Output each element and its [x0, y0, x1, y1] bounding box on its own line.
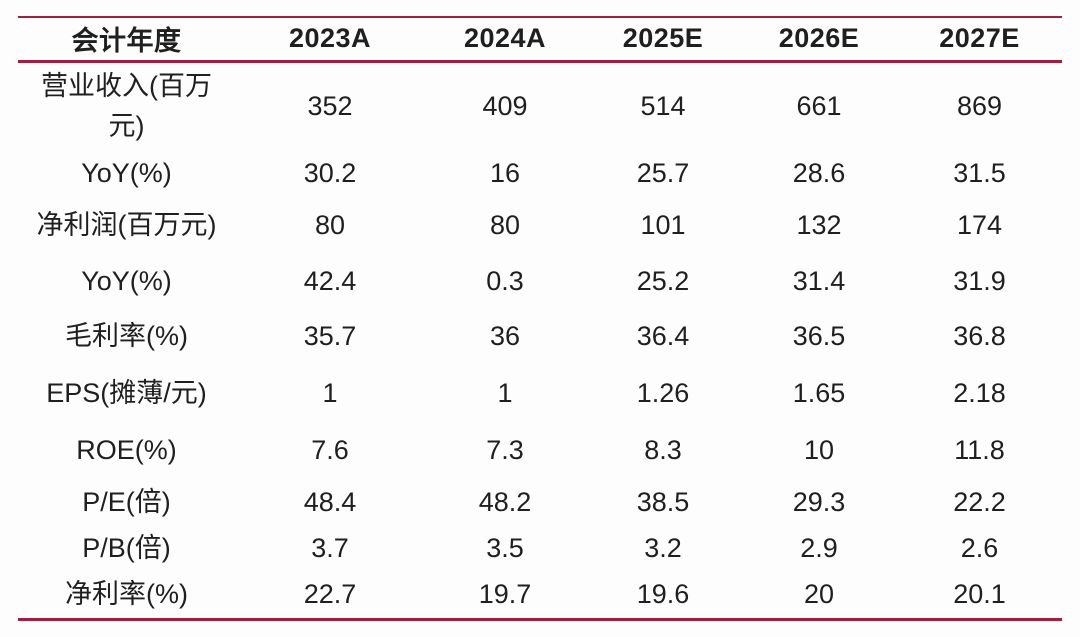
data-cell: 25.7 [636, 157, 690, 188]
data-cell: 1.65 [792, 377, 846, 408]
header-row: 会计年度 2023A 2024A 2025E 2026E 2027E [18, 17, 1062, 61]
header-cell-year: 2027E [939, 23, 1020, 54]
table-row: YoY(%) 30.2 16 25.7 28.6 31.5 [18, 149, 1062, 196]
data-cell: 2.9 [800, 533, 838, 563]
data-cell: 30.2 [303, 157, 357, 188]
data-cell: 352 [307, 90, 353, 121]
data-cell: 80 [314, 209, 346, 240]
data-cell: 2.18 [953, 377, 1006, 408]
data-cell: 20.1 [953, 579, 1006, 610]
data-cell: 36.4 [636, 321, 690, 351]
header-cell-fiscal-year: 会计年度 [71, 26, 182, 57]
data-cell: 42.4 [303, 266, 357, 296]
data-cell: 11.8 [954, 435, 1005, 465]
table-row: 净利润(百万元) 80 80 101 132 174 [18, 196, 1062, 253]
data-cell: 22.2 [953, 486, 1006, 517]
table-row: P/E(倍) 48.4 48.2 38.5 29.3 22.2 [18, 478, 1062, 525]
row-label: 毛利率(%) [65, 321, 188, 351]
data-cell: 36 [489, 321, 521, 351]
table-row: 毛利率(%) 35.7 36 36.4 36.5 36.8 [18, 309, 1062, 363]
data-cell: 22.7 [303, 579, 357, 610]
data-cell: 10 [803, 435, 835, 465]
data-cell: 20 [803, 579, 835, 610]
table-body: 营业收入(百万元) 352 409 514 661 869 YoY(%) 30.2 16 25.7… [18, 61, 1062, 619]
header-cell-year: 2024A [463, 23, 547, 54]
data-cell: 25.2 [636, 266, 690, 296]
table-row: YoY(%) 42.4 0.3 25.2 31.4 31.9 [18, 253, 1062, 309]
row-label: 净利率(%) [65, 579, 188, 610]
data-cell: 16 [489, 157, 521, 188]
data-cell: 48.2 [478, 486, 532, 517]
data-cell: 514 [640, 90, 686, 121]
header-cell-year: 2025E [622, 23, 704, 54]
data-cell: 3.2 [644, 533, 682, 563]
row-label: YoY(%) [81, 157, 172, 188]
row-label: P/E(倍) [82, 486, 171, 517]
data-cell: 28.6 [792, 157, 846, 188]
table-row: P/B(倍) 3.7 3.5 3.2 2.9 2.6 [18, 525, 1062, 571]
table-row: ROE(%) 7.6 7.3 8.3 10 11.8 [18, 422, 1062, 478]
row-label: 营业收入(百万元) [41, 70, 212, 141]
financial-forecast-table: 会计年度 2023A 2024A 2025E 2026E 2027E 营业收入(百万元) 3… [18, 16, 1062, 621]
data-cell: 19.6 [636, 579, 690, 610]
data-cell: 661 [796, 90, 842, 121]
data-cell: 3.5 [486, 533, 524, 563]
data-cell: 7.3 [486, 435, 524, 465]
table-header: 会计年度 2023A 2024A 2025E 2026E 2027E [18, 17, 1062, 61]
data-cell: 31.9 [953, 266, 1006, 296]
data-cell: 132 [796, 209, 842, 240]
data-cell: 8.3 [644, 435, 682, 465]
data-cell: 31.5 [953, 157, 1006, 188]
data-cell: 101 [640, 209, 686, 240]
row-label: YoY(%) [81, 266, 172, 296]
row-label: EPS(摊薄/元) [46, 377, 207, 408]
data-cell: 1 [497, 377, 513, 408]
data-cell: 409 [482, 90, 528, 121]
data-cell: 80 [489, 209, 521, 240]
data-cell: 7.6 [311, 435, 349, 465]
row-label: ROE(%) [76, 435, 177, 465]
data-cell: 0.3 [486, 266, 524, 296]
table-row: 营业收入(百万元) 352 409 514 661 869 [18, 61, 1062, 149]
data-cell: 19.7 [478, 579, 532, 610]
data-cell: 36.5 [792, 321, 846, 351]
table-row: EPS(摊薄/元) 1 1 1.26 1.65 2.18 [18, 363, 1062, 422]
data-cell: 36.8 [953, 321, 1006, 351]
data-cell: 1.26 [636, 377, 690, 408]
data-cell: 29.3 [792, 486, 846, 517]
row-label: 净利润(百万元) [36, 209, 217, 240]
table-row: 净利率(%) 22.7 19.7 19.6 20 20.1 [18, 571, 1062, 619]
data-cell: 2.6 [960, 533, 999, 563]
data-cell: 35.7 [303, 321, 357, 351]
data-cell: 3.7 [311, 533, 349, 563]
header-cell-year: 2026E [778, 23, 860, 54]
data-cell: 48.4 [303, 486, 357, 517]
data-cell: 38.5 [636, 486, 690, 517]
data-cell: 31.4 [792, 266, 846, 296]
row-label: P/B(倍) [82, 533, 171, 563]
data-cell: 869 [956, 90, 1003, 121]
data-cell: 174 [956, 209, 1003, 240]
data-cell: 1 [322, 377, 338, 408]
header-cell-year: 2023A [288, 23, 372, 54]
